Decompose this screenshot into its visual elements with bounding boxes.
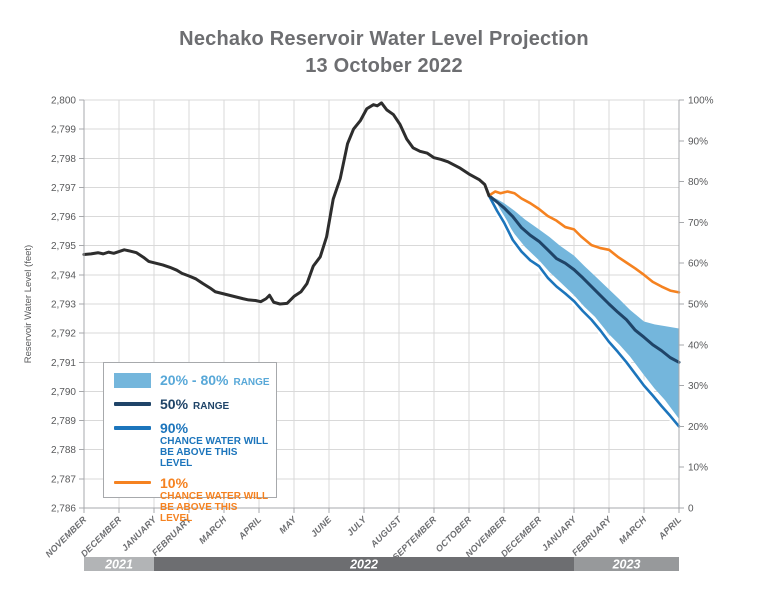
year-bar-2022 <box>154 557 574 571</box>
legend-text-p10: 10% CHANCE WATER WILL BE ABOVE THIS LEVE… <box>160 475 272 524</box>
legend-text-p50: 50% RANGE <box>160 396 229 414</box>
legend-swatch-col <box>114 372 160 390</box>
y-left-tick-label: 2,800 <box>51 96 76 107</box>
x-month-label: JUNE <box>309 514 334 539</box>
year-bar-2021 <box>84 557 154 571</box>
y-left-tick-label: 2,787 <box>51 474 76 485</box>
legend-p50-main: 50% <box>160 396 189 412</box>
year-bar-2023 <box>574 557 679 571</box>
y-left-tick-label: 2,797 <box>51 183 76 194</box>
legend-text-p90: 90% CHANCE WATER WILL BE ABOVE THIS LEVE… <box>160 420 272 469</box>
legend-swatch-p10-line <box>114 481 151 484</box>
year-bar-label: 2021 <box>104 558 133 572</box>
y-left-tick-label: 2,786 <box>51 504 76 515</box>
y-right-tick-label: 50% <box>688 300 708 311</box>
legend-swatch-col <box>114 420 160 469</box>
series-range-20-80 <box>488 195 679 419</box>
legend-item-range-band: 20% - 80% RANGE <box>114 372 272 390</box>
chart-title-line2: 13 October 2022 <box>305 55 463 77</box>
series-p90-chance-water-above <box>487 194 681 428</box>
legend-p90-sub2: BE ABOVE THIS LEVEL <box>160 447 238 469</box>
y-right-tick-label: 10% <box>688 463 708 474</box>
y-left-tick-label: 2,789 <box>51 416 76 427</box>
y-left-tick-label: 2,799 <box>51 125 76 136</box>
legend-swatch-col <box>114 475 160 524</box>
legend-p90-sub1: CHANCE WATER WILL <box>160 436 269 447</box>
y-left-tick-label: 2,794 <box>51 270 76 281</box>
x-month-label: AUGUST <box>368 513 404 549</box>
x-month-label: MARCH <box>617 514 649 546</box>
legend-item-p90: 90% CHANCE WATER WILL BE ABOVE THIS LEVE… <box>114 420 272 469</box>
legend-swatch-band <box>114 373 151 388</box>
y-left-tick-label: 2,798 <box>51 154 76 165</box>
chart-title: Nechako Reservoir Water Level Projection… <box>0 26 768 80</box>
legend-range-suffix: RANGE <box>233 377 270 388</box>
legend-p10-sub2: BE ABOVE THIS LEVEL <box>160 502 238 524</box>
chart-title-line1: Nechako Reservoir Water Level Projection <box>179 28 589 50</box>
series-p50-range <box>487 194 681 364</box>
legend-swatch-p50-line <box>114 402 151 406</box>
legend-swatch-col <box>114 396 160 414</box>
x-month-label: MAY <box>277 514 299 536</box>
legend-item-p10: 10% CHANCE WATER WILL BE ABOVE THIS LEVE… <box>114 475 272 524</box>
y-right-tick-label: 90% <box>688 136 708 147</box>
legend-p90-main: 90% <box>160 420 189 436</box>
legend-swatch-p90-line <box>114 426 151 430</box>
legend-item-p50: 50% RANGE <box>114 396 272 414</box>
legend-p50-suffix: RANGE <box>193 401 230 412</box>
y-left-tick-label: 2,790 <box>51 387 76 398</box>
x-month-label: JULY <box>345 514 369 538</box>
legend-range-main: 20% - 80% <box>160 372 229 388</box>
series-historical-water-level <box>82 101 491 306</box>
y-left-tick-label: 2,795 <box>51 241 76 252</box>
legend-p10-sub1: CHANCE WATER WILL <box>160 491 269 502</box>
x-month-label: APRIL <box>656 514 684 542</box>
y-right-tick-label: 0 <box>688 504 694 515</box>
y-left-tick-label: 2,792 <box>51 329 76 340</box>
legend-p10-main: 10% <box>160 475 189 491</box>
y-left-tick-label: 2,796 <box>51 212 76 223</box>
y-right-tick-label: 30% <box>688 381 708 392</box>
year-bar-label: 2022 <box>349 558 378 572</box>
y-left-tick-label: 2,793 <box>51 300 76 311</box>
legend-text-range: 20% - 80% RANGE <box>160 372 270 390</box>
y-right-tick-label: 40% <box>688 340 708 351</box>
y-right-tick-label: 60% <box>688 259 708 270</box>
y-right-tick-label: 70% <box>688 218 708 229</box>
y-left-tick-label: 2,791 <box>51 358 76 369</box>
series-p10-chance-water-above <box>487 190 681 294</box>
y-right-tick-label: 80% <box>688 177 708 188</box>
y-right-tick-label: 100% <box>688 96 714 107</box>
y-right-tick-label: 20% <box>688 422 708 433</box>
year-bar-label: 2023 <box>612 558 641 572</box>
y-axis-title: Reservoir Water Level (feet) <box>23 245 34 363</box>
legend: 20% - 80% RANGE 50% RANGE 90% CHANCE WATER… <box>103 362 277 524</box>
y-left-tick-label: 2,788 <box>51 445 76 456</box>
